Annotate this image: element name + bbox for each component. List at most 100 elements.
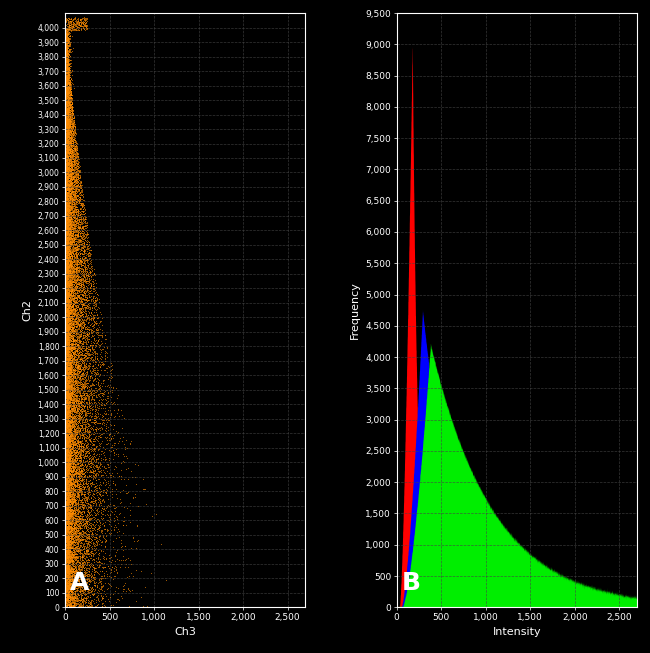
Point — [63, 169, 73, 180]
Point — [62, 490, 72, 500]
Point — [67, 237, 77, 247]
Point — [64, 116, 75, 126]
Point — [63, 110, 73, 121]
Point — [60, 289, 70, 300]
Point — [72, 259, 83, 270]
Point — [61, 287, 72, 298]
Point — [75, 481, 86, 491]
Point — [64, 390, 75, 401]
Point — [61, 589, 72, 599]
Point — [75, 326, 86, 336]
Point — [60, 436, 71, 446]
Point — [64, 223, 75, 233]
Point — [69, 404, 79, 414]
Point — [83, 597, 94, 608]
Point — [68, 14, 78, 24]
Point — [83, 321, 93, 331]
Point — [64, 435, 74, 445]
Point — [79, 241, 89, 251]
Point — [68, 148, 79, 159]
Point — [72, 476, 82, 486]
Point — [88, 327, 99, 338]
Point — [61, 406, 72, 416]
Point — [66, 239, 77, 249]
Point — [79, 231, 90, 241]
Point — [72, 589, 83, 599]
Point — [60, 468, 70, 478]
Point — [63, 145, 73, 155]
Point — [61, 295, 72, 306]
Point — [67, 535, 77, 546]
Point — [75, 217, 85, 227]
Point — [65, 511, 75, 522]
Point — [68, 431, 79, 441]
Point — [85, 492, 96, 503]
Point — [60, 189, 71, 200]
Point — [71, 231, 81, 242]
Point — [62, 102, 72, 112]
Point — [68, 534, 78, 544]
Point — [64, 106, 75, 117]
Point — [60, 226, 70, 236]
Point — [81, 23, 91, 33]
Point — [62, 78, 72, 88]
Point — [66, 411, 77, 421]
Point — [82, 518, 92, 528]
Point — [77, 231, 88, 241]
Point — [62, 221, 72, 231]
Point — [86, 574, 96, 584]
Point — [79, 360, 89, 370]
Point — [62, 300, 73, 310]
Point — [62, 295, 73, 305]
Point — [65, 244, 75, 254]
Point — [60, 487, 70, 498]
Point — [74, 415, 85, 425]
Point — [89, 365, 99, 375]
Point — [60, 316, 70, 326]
Point — [61, 218, 72, 229]
Point — [74, 257, 85, 268]
Point — [90, 443, 100, 454]
Point — [60, 530, 71, 541]
Point — [71, 567, 81, 577]
Point — [64, 478, 75, 488]
Point — [64, 44, 74, 55]
Point — [65, 350, 75, 360]
Point — [69, 365, 79, 375]
Point — [73, 17, 84, 27]
Point — [60, 213, 70, 223]
Point — [62, 119, 72, 129]
Point — [60, 289, 70, 300]
Point — [66, 205, 76, 215]
Point — [98, 381, 108, 392]
Point — [60, 77, 71, 88]
Point — [73, 578, 83, 588]
Point — [61, 576, 72, 586]
Point — [63, 130, 73, 140]
Point — [61, 570, 72, 581]
Point — [62, 504, 72, 515]
Point — [61, 219, 72, 229]
Point — [67, 493, 77, 503]
Point — [100, 531, 110, 541]
Point — [92, 503, 102, 514]
Point — [65, 313, 75, 323]
Point — [73, 283, 83, 293]
Point — [73, 20, 84, 31]
Point — [64, 146, 75, 157]
Point — [90, 317, 100, 327]
Point — [62, 439, 72, 450]
Point — [60, 227, 70, 237]
Point — [63, 303, 73, 313]
Point — [82, 558, 92, 568]
Point — [64, 308, 75, 319]
Point — [60, 491, 70, 502]
Point — [78, 599, 88, 609]
Point — [88, 364, 98, 375]
Point — [64, 406, 74, 416]
Point — [66, 509, 76, 519]
Point — [64, 214, 74, 224]
Point — [60, 102, 71, 112]
Point — [63, 410, 73, 421]
Point — [90, 475, 101, 485]
